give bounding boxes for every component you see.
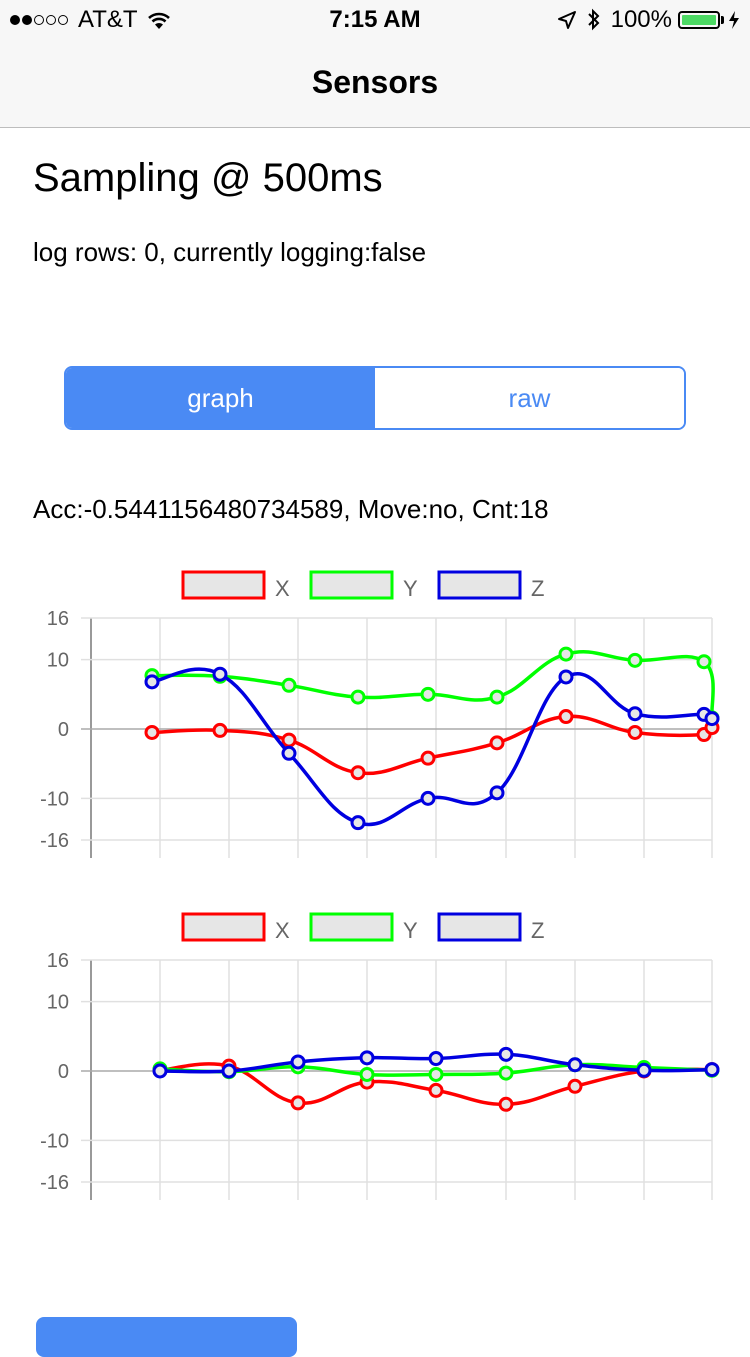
bottom-action-button[interactable]: [36, 1317, 297, 1357]
data-point-x: [498, 1096, 514, 1112]
data-point-x: [428, 1082, 444, 1098]
data-point-y: [281, 677, 297, 693]
data-point-y: [696, 654, 712, 670]
data-point-y: [359, 1066, 375, 1082]
y-tick-label: 10: [47, 992, 69, 1014]
data-point-z: [704, 1062, 720, 1078]
chart-2-svg: X Y Z 16 10 0 -10 -16: [40, 912, 720, 1200]
data-point-x: [144, 724, 160, 740]
signal-strength-icon: [10, 15, 70, 25]
status-right: 100%: [557, 6, 740, 34]
y-tick-label: 0: [58, 1061, 69, 1083]
bluetooth-icon: [587, 8, 600, 31]
data-point-z: [636, 1062, 652, 1078]
data-point-z: [359, 1050, 375, 1066]
signal-dot: [22, 15, 32, 25]
y-tick-label: -16: [40, 1172, 69, 1194]
signal-dot: [46, 15, 56, 25]
legend-swatch-y: [309, 912, 394, 942]
legend-label-y: Y: [403, 576, 418, 601]
signal-dot: [58, 15, 68, 25]
series-line-x: [151, 714, 715, 776]
data-point-z: [558, 669, 574, 685]
data-point-x: [627, 724, 643, 740]
data-point-x: [350, 765, 366, 781]
data-point-y: [350, 689, 366, 705]
legend-swatch-x: [181, 570, 266, 600]
carrier-label: AT&T: [78, 6, 138, 33]
sensor-chart-2: X Y Z 16 10 0 -10 -16: [0, 902, 750, 1202]
series-line-z: [151, 667, 715, 827]
legend-swatch-x: [181, 912, 266, 942]
data-point-y: [489, 689, 505, 705]
data-point-z: [290, 1054, 306, 1070]
signal-dot: [34, 15, 44, 25]
y-tick-label: 16: [47, 608, 69, 630]
location-arrow-icon: [557, 11, 576, 29]
data-point-z: [212, 666, 228, 682]
data-point-y: [627, 652, 643, 668]
data-point-y: [498, 1065, 514, 1081]
data-point-z: [627, 706, 643, 722]
navigation-bar: Sensors: [0, 40, 750, 128]
legend-label-y: Y: [403, 918, 418, 943]
y-tick-label: 0: [58, 719, 69, 741]
data-point-x: [290, 1095, 306, 1111]
legend-label-x: X: [275, 918, 290, 943]
signal-dot: [10, 15, 20, 25]
legend-swatch-z: [437, 912, 522, 942]
data-point-y: [558, 646, 574, 662]
legend-label-x: X: [275, 576, 290, 601]
data-point-z: [144, 674, 160, 690]
data-point-x: [558, 709, 574, 725]
data-point-z: [489, 785, 505, 801]
segment-graph[interactable]: graph: [66, 368, 375, 428]
status-time: 7:15 AM: [329, 6, 421, 33]
segment-raw[interactable]: raw: [375, 368, 684, 428]
data-point-z: [420, 790, 436, 806]
data-point-x: [567, 1078, 583, 1094]
data-point-z: [350, 815, 366, 831]
status-left: AT&T: [10, 6, 172, 34]
data-point-z: [498, 1046, 514, 1062]
sensor-chart-1: X Y Z 16 10 0 -10 -16: [0, 560, 750, 860]
battery-percent: 100%: [610, 6, 672, 33]
data-point-z: [428, 1051, 444, 1067]
view-mode-segmented-control: graph raw: [64, 366, 686, 430]
legend-label-z: Z: [531, 918, 544, 943]
y-tick-label: -10: [40, 1130, 69, 1152]
page-heading: Sampling @ 500ms: [33, 156, 383, 200]
battery-icon: [678, 11, 720, 29]
data-point-z: [704, 711, 720, 727]
data-point-z: [281, 745, 297, 761]
wifi-icon: [147, 12, 170, 29]
data-point-y: [428, 1066, 444, 1082]
data-point-z: [152, 1063, 168, 1079]
battery-tip: [721, 16, 724, 24]
data-point-x: [420, 750, 436, 766]
y-tick-label: -10: [40, 788, 69, 810]
y-tick-label: 10: [47, 650, 69, 672]
status-bar: AT&T 7:15 AM 100%: [0, 0, 750, 40]
series-line-y: [151, 649, 715, 719]
charging-bolt-icon: [729, 11, 739, 29]
data-point-x: [212, 722, 228, 738]
acceleration-readout: Acc:-0.5441156480734589, Move:no, Cnt:18: [33, 494, 549, 524]
nav-title: Sensors: [311, 64, 439, 100]
y-tick-label: -16: [40, 830, 69, 852]
data-point-z: [221, 1063, 237, 1079]
chart-1-svg: X Y Z 16 10 0 -10 -16: [40, 570, 720, 858]
log-status-text: log rows: 0, currently logging:false: [33, 237, 427, 267]
data-point-y: [420, 686, 436, 702]
y-tick-label: 16: [47, 950, 69, 972]
data-point-x: [489, 735, 505, 751]
legend-swatch-y: [309, 570, 394, 600]
legend-swatch-z: [437, 570, 522, 600]
legend-label-z: Z: [531, 576, 544, 601]
data-point-x: [281, 732, 297, 748]
data-point-z: [567, 1057, 583, 1073]
